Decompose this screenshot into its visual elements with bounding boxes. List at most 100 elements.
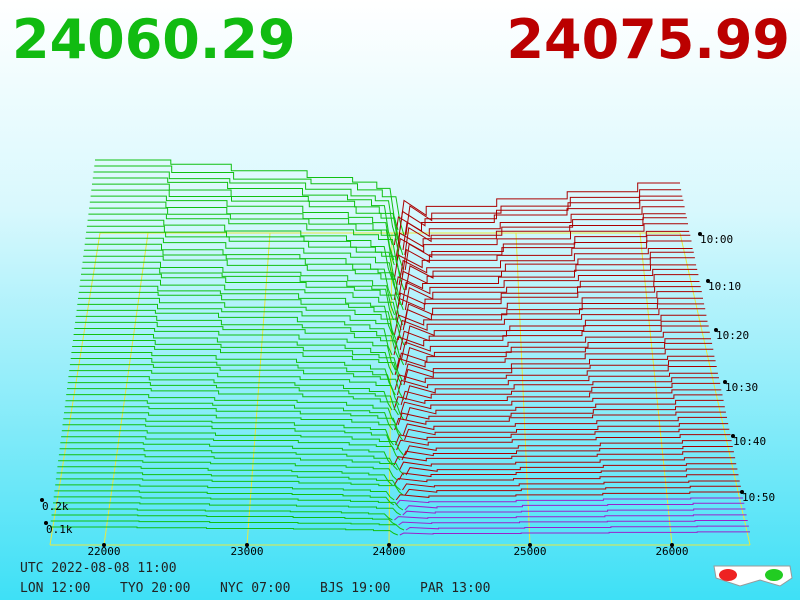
bid-slice [89, 207, 404, 271]
ask-slice [398, 257, 695, 296]
ask-slice [395, 286, 701, 321]
bid-slice [78, 297, 405, 346]
clock: LON 12:00 [20, 581, 90, 596]
bid-slice [63, 418, 394, 446]
ask-slice [402, 508, 746, 516]
bid-slice [66, 394, 397, 426]
ask-slice [404, 502, 745, 511]
bid-slice [86, 231, 405, 291]
ask-slice [393, 389, 722, 411]
bid-slice [81, 273, 404, 326]
time-tick-label: 10:10 [708, 280, 741, 293]
ask-slice [401, 268, 698, 306]
ask-slice [400, 382, 721, 406]
bid-slice [69, 364, 405, 401]
tick-dot [706, 279, 710, 283]
ask-slice [394, 366, 717, 391]
ask-slice [395, 491, 742, 501]
bid-slice [61, 430, 404, 456]
bid-slice [65, 400, 394, 431]
ask-slice [404, 440, 732, 456]
bid-slice [73, 334, 394, 376]
bid-slice [78, 291, 397, 341]
bid-slice [58, 460, 398, 481]
ask-slice [395, 217, 687, 261]
bid-slice [50, 520, 405, 531]
bid-slice [56, 472, 401, 491]
bid-slice [79, 285, 393, 336]
time-tick-label: 10:50 [742, 491, 775, 504]
ask-slice [398, 248, 693, 286]
price-tick-label: 24000 [372, 545, 405, 558]
ask-slice [403, 360, 716, 386]
time-tick-label: 10:40 [733, 435, 766, 448]
ask-slice [401, 234, 691, 276]
grid-line [515, 232, 531, 546]
bid-slice [82, 261, 395, 316]
bid-slice [75, 321, 405, 366]
ask-slice [393, 474, 739, 486]
clock: PAR 13:00 [420, 581, 490, 596]
waterfall [49, 159, 751, 546]
bid-slice [68, 376, 393, 411]
ask-slice [403, 355, 715, 381]
bid-slice [50, 526, 398, 536]
bid-slice [58, 454, 405, 476]
ask-slice [405, 377, 719, 401]
tick-dot [714, 328, 718, 332]
ask-slice [393, 325, 709, 356]
ask-slice [399, 182, 680, 231]
bid-slice [86, 225, 398, 286]
bid-slice [94, 165, 405, 236]
bid-slice [83, 255, 404, 311]
utc-time: UTC 2022-08-08 11:00 [20, 561, 177, 576]
bid-slice [53, 502, 402, 516]
bid-slice [54, 490, 395, 506]
tick-dot [723, 380, 727, 384]
bid-slice [81, 267, 395, 321]
price-tick-label: 25000 [513, 545, 546, 558]
ask-slice [398, 520, 748, 526]
bid-slice [53, 496, 404, 511]
bid-slice [84, 243, 393, 301]
bid-slice [76, 309, 393, 356]
bid-slice [85, 237, 398, 296]
ask-slice [399, 457, 736, 471]
bid-slice [75, 315, 400, 361]
tick-dot [44, 521, 48, 525]
bid-slice [61, 436, 401, 461]
bid-price: 24060.29 [12, 8, 296, 71]
price-tick-label: 26000 [655, 545, 688, 558]
ask-slice [394, 411, 726, 431]
bid-slice [57, 466, 393, 486]
grid-line [679, 232, 751, 546]
ask-slice [404, 274, 699, 311]
ask-slice [405, 525, 749, 531]
ask-slice [404, 485, 741, 496]
tick-dot [102, 543, 106, 547]
ask-slice [393, 264, 697, 301]
tick-dot [245, 543, 249, 547]
tick-dot [731, 434, 735, 438]
bid-slice [88, 213, 401, 276]
ask-slice [405, 463, 737, 476]
bid-slice [52, 508, 393, 521]
ask-slice [393, 240, 692, 281]
ask-slice [402, 206, 685, 251]
grid-line [388, 232, 393, 546]
ask-slice [400, 331, 710, 361]
bid-slice [71, 352, 394, 391]
bid-slice [55, 478, 404, 496]
bid-slice [59, 448, 398, 471]
ask-slice [397, 308, 706, 341]
tick-dot [528, 543, 532, 547]
ask-slice [396, 372, 718, 396]
price-tick-label: 22000 [87, 545, 120, 558]
bid-slice [67, 382, 399, 416]
time-tick-label: 10:00 [700, 233, 733, 246]
tick-dot [40, 498, 44, 502]
tick-dot [387, 543, 391, 547]
tick-dot [740, 490, 744, 494]
ask-slice [404, 423, 729, 441]
